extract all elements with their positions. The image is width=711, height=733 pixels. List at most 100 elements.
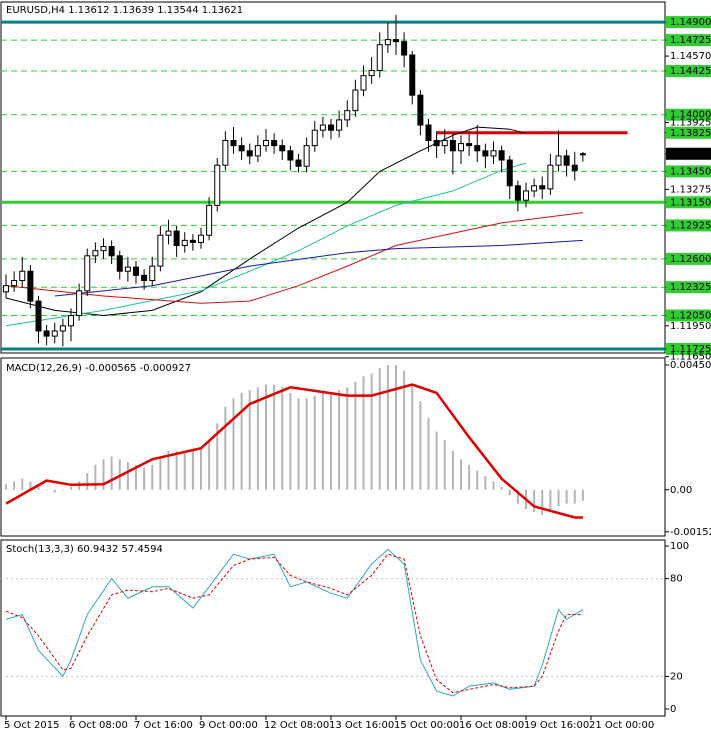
macd-bar [541, 489, 544, 515]
y-tick-label: 1.13825 [670, 128, 711, 139]
macd-bar [411, 384, 414, 490]
x-tick-label: 9 Oct 00:00 [199, 720, 258, 731]
candle-body [157, 234, 164, 267]
macd-bar [362, 376, 365, 490]
y-tick-label: 1.12050 [670, 311, 711, 322]
moving-average [54, 239, 583, 297]
pane-group [1, 548, 665, 697]
candle-body [3, 285, 9, 293]
y-tick-label: 1.11725 [670, 344, 711, 355]
candle-body [409, 54, 416, 96]
candle-body [514, 185, 521, 201]
macd-bar [313, 395, 316, 490]
candle-body [579, 153, 586, 156]
y-tick-label: 1.14900 [670, 17, 711, 28]
x-tick-label: 21 Oct 00:00 [589, 720, 654, 731]
macd-bar [13, 481, 16, 490]
candle-body [498, 150, 505, 161]
tick-box [666, 309, 711, 322]
candle-body [368, 69, 375, 77]
macd-bar [110, 456, 113, 490]
candle-body [393, 39, 399, 43]
macd-bar [557, 489, 560, 507]
candle-body [490, 150, 497, 157]
candle-body [555, 155, 562, 166]
candle-body [563, 155, 570, 166]
candle-body [344, 110, 351, 121]
candle-body [506, 159, 513, 187]
candle-body [124, 266, 131, 272]
x-tick-label: 6 Oct 08:00 [69, 720, 128, 731]
macd-bar [386, 365, 389, 490]
macd-bar [378, 367, 381, 490]
macd-bar [102, 459, 105, 490]
tick-box [666, 34, 711, 47]
macd-bar [492, 481, 495, 490]
macd-bar [37, 487, 40, 490]
candle-body [59, 325, 66, 332]
macd-bar [53, 489, 56, 493]
candle-body [27, 270, 34, 302]
macd-bar [435, 431, 438, 490]
candle-body [92, 250, 99, 257]
macd-bar [508, 489, 511, 496]
y-tick-label: 1.13925 [670, 117, 711, 128]
y-tick-label: 1.14000 [670, 110, 711, 121]
candle-body [246, 150, 253, 157]
pane-group [1, 14, 665, 351]
tick-box [666, 147, 711, 160]
stoch-title: Stoch(13,3,3) 60.9432 57.4594 [6, 544, 163, 555]
macd-bar [403, 370, 406, 490]
tick-box [666, 219, 711, 232]
tick-box [666, 126, 711, 139]
macd-bar [70, 487, 72, 490]
macd-bar [395, 365, 397, 490]
x-tick-label: 13 Oct 16:00 [329, 720, 394, 731]
candle-body [254, 145, 261, 157]
candle-body [417, 94, 424, 126]
y-tick-label: 1.13150 [670, 197, 711, 208]
y-tick-label: 1.14425 [670, 66, 711, 77]
candle-body [571, 164, 578, 171]
tick-box [666, 281, 711, 294]
candle-body [19, 270, 26, 282]
macd-bar [183, 451, 186, 490]
tick-box [666, 16, 711, 29]
macd-bar [151, 464, 154, 490]
macd-bar [248, 390, 251, 490]
x-tick-label: 16 Oct 08:00 [459, 720, 524, 731]
macd-bar [346, 387, 349, 490]
y-tick-label: 1.11950 [670, 321, 711, 332]
y-tick-label: 1.11650 [670, 352, 711, 363]
macd-bar [533, 489, 536, 512]
candle-body [303, 145, 310, 167]
chart-title: EURUSD,H4 1.13612 1.13639 1.13544 1.1362… [6, 5, 243, 16]
macd-bar [451, 451, 454, 490]
candle-body [238, 145, 245, 152]
candle-body [51, 330, 58, 337]
macd-bar [484, 475, 487, 490]
macd-bar [159, 456, 162, 490]
macd-bar [167, 451, 170, 490]
macd-bar [305, 398, 308, 490]
macd-bar [443, 439, 446, 490]
macd-bar [297, 398, 300, 490]
candle-body [311, 129, 318, 147]
moving-average [5, 212, 583, 304]
candle-body [214, 164, 221, 206]
tick-box [666, 252, 711, 265]
candle-body [384, 39, 391, 46]
y-tick-label: 1.14725 [670, 35, 711, 46]
candle-body [458, 143, 464, 152]
macd-bar [175, 451, 178, 490]
y-tick-label: -0.00152 [670, 527, 711, 538]
macd-bar [289, 392, 292, 490]
candle-body [401, 41, 408, 56]
macd-bar [500, 487, 503, 490]
candle-body [100, 246, 107, 252]
macd-bar [232, 398, 235, 490]
candle-body [319, 124, 326, 131]
candle-body [425, 124, 432, 141]
macd-title: MACD(12,26,9) -0.000565 -0.000927 [6, 363, 191, 374]
